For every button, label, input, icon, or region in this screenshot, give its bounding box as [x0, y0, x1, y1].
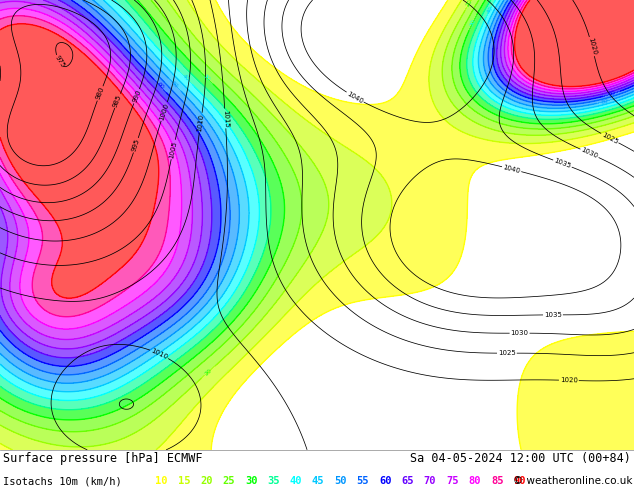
Text: 60: 60 — [156, 81, 165, 91]
Text: 1005: 1005 — [169, 140, 178, 159]
Text: 975: 975 — [53, 55, 65, 69]
Text: 10: 10 — [155, 476, 168, 486]
Text: 995: 995 — [131, 138, 141, 152]
Text: 20: 20 — [204, 368, 213, 377]
Text: 1025: 1025 — [498, 350, 515, 356]
Text: 30: 30 — [469, 18, 477, 27]
Text: 65: 65 — [401, 476, 414, 486]
Text: 1040: 1040 — [502, 164, 521, 174]
Text: 1025: 1025 — [600, 131, 619, 145]
Text: Sa 04-05-2024 12:00 UTC (00+84): Sa 04-05-2024 12:00 UTC (00+84) — [410, 452, 631, 465]
Text: 1020: 1020 — [560, 377, 578, 384]
Text: 985: 985 — [112, 94, 123, 108]
Text: 55: 55 — [357, 476, 369, 486]
Text: 30: 30 — [202, 73, 211, 82]
Text: 70: 70 — [424, 476, 436, 486]
Text: 1020: 1020 — [587, 37, 597, 56]
Text: 1035: 1035 — [553, 158, 572, 170]
Text: Surface pressure [hPa] ECMWF: Surface pressure [hPa] ECMWF — [3, 452, 203, 465]
Text: Isotachs 10m (km/h): Isotachs 10m (km/h) — [3, 476, 122, 486]
Text: 35: 35 — [267, 476, 280, 486]
Text: 15: 15 — [178, 476, 190, 486]
Text: 1035: 1035 — [544, 312, 562, 318]
Text: 1015: 1015 — [222, 109, 229, 127]
Text: 60: 60 — [607, 90, 616, 98]
Text: 50: 50 — [334, 476, 347, 486]
Text: 990: 990 — [131, 89, 142, 103]
Text: 40: 40 — [486, 5, 494, 15]
Text: 1010: 1010 — [197, 113, 205, 132]
Text: 1040: 1040 — [346, 90, 365, 104]
Text: 30: 30 — [245, 476, 257, 486]
Text: 25: 25 — [223, 476, 235, 486]
Text: 85: 85 — [491, 476, 503, 486]
Text: 50: 50 — [171, 80, 179, 89]
Text: 20: 20 — [200, 476, 212, 486]
Text: 80: 80 — [469, 476, 481, 486]
Text: 20: 20 — [465, 0, 474, 7]
Text: 1010: 1010 — [150, 347, 169, 361]
Text: 50: 50 — [601, 98, 610, 105]
Text: 40: 40 — [290, 476, 302, 486]
Text: 90: 90 — [514, 476, 526, 486]
Text: 40: 40 — [181, 74, 190, 82]
Text: 1030: 1030 — [580, 147, 599, 160]
Text: 1000: 1000 — [158, 102, 170, 121]
Text: 60: 60 — [379, 476, 392, 486]
Text: © weatheronline.co.uk: © weatheronline.co.uk — [514, 476, 633, 486]
Text: 980: 980 — [95, 86, 105, 101]
Text: 45: 45 — [312, 476, 325, 486]
Text: 75: 75 — [446, 476, 459, 486]
Text: 1030: 1030 — [510, 330, 529, 336]
